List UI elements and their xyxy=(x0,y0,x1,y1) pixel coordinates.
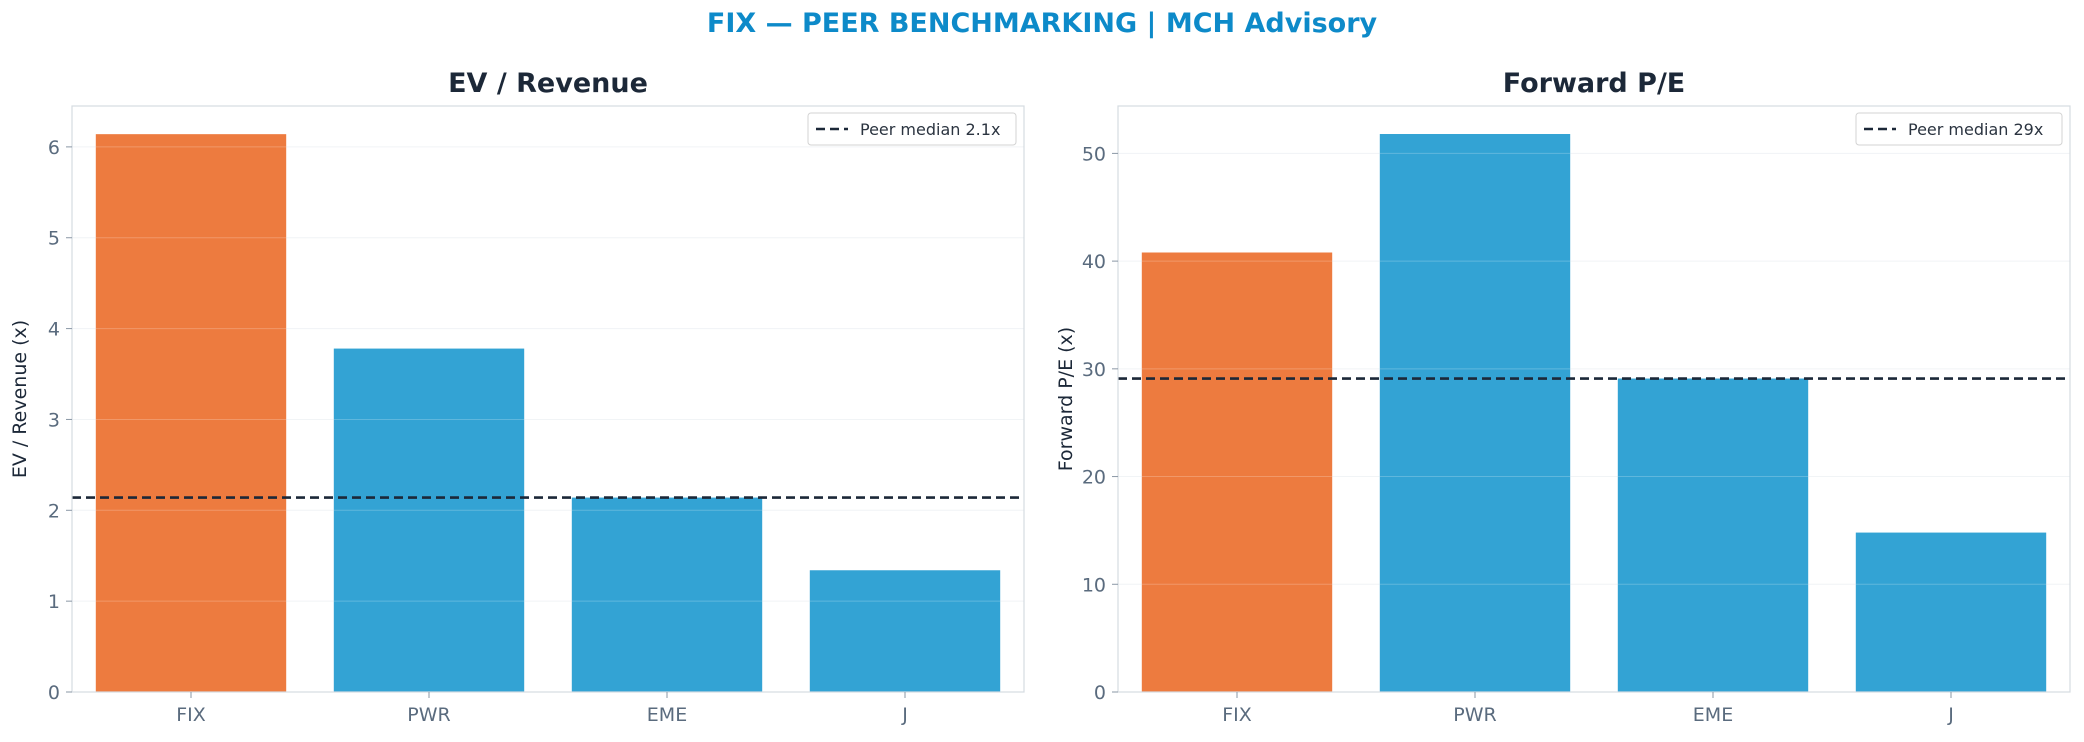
plot-frame xyxy=(71,105,1025,693)
y-tick-label: 50 xyxy=(1082,143,1106,165)
bar-j xyxy=(809,570,1001,692)
x-tick-label-j: J xyxy=(1947,704,1954,726)
legend-entry: Peer median 2.1x xyxy=(860,120,1000,139)
x-tick-label-fix: FIX xyxy=(176,704,206,726)
y-tick-label: 4 xyxy=(48,319,60,341)
y-tick-label: 30 xyxy=(1082,359,1106,381)
x-tick-label-eme: EME xyxy=(647,704,687,726)
y-tick-label: 6 xyxy=(48,137,60,159)
y-tick-label: 10 xyxy=(1082,574,1106,596)
bar-j xyxy=(1855,532,2047,692)
chart-title: EV / Revenue xyxy=(448,68,648,99)
y-tick-label: 3 xyxy=(48,409,60,431)
y-tick-label: 20 xyxy=(1082,467,1106,489)
x-tick-label-pwr: PWR xyxy=(407,704,450,726)
x-tick-label-eme: EME xyxy=(1693,704,1733,726)
y-tick-label: 5 xyxy=(48,228,60,250)
legend-entry: Peer median 29x xyxy=(1908,120,2043,139)
bar-fix xyxy=(95,134,287,693)
y-tick-label: 0 xyxy=(1094,682,1106,704)
y-axis-label: EV / Revenue (x) xyxy=(9,320,31,478)
plot-frame xyxy=(1117,105,2071,693)
figure-title: FIX — PEER BENCHMARKING | MCH Advisory xyxy=(706,8,1378,39)
y-tick-label: 1 xyxy=(48,591,60,613)
y-tick-label: 2 xyxy=(48,500,60,522)
chart-title: Forward P/E xyxy=(1503,68,1686,99)
legend-box xyxy=(807,112,1017,146)
bar-eme xyxy=(1617,378,1809,692)
y-tick-label: 0 xyxy=(48,682,60,704)
x-tick-label-j: J xyxy=(901,704,908,726)
y-axis-label: Forward P/E (x) xyxy=(1055,327,1077,471)
bar-pwr xyxy=(1379,134,1571,693)
bar-pwr xyxy=(333,348,525,692)
legend-box xyxy=(1855,112,2063,146)
bar-fix xyxy=(1141,252,1333,692)
bar-eme xyxy=(571,497,763,692)
y-tick-label: 40 xyxy=(1082,251,1106,273)
x-tick-label-fix: FIX xyxy=(1222,704,1252,726)
x-tick-label-pwr: PWR xyxy=(1453,704,1496,726)
